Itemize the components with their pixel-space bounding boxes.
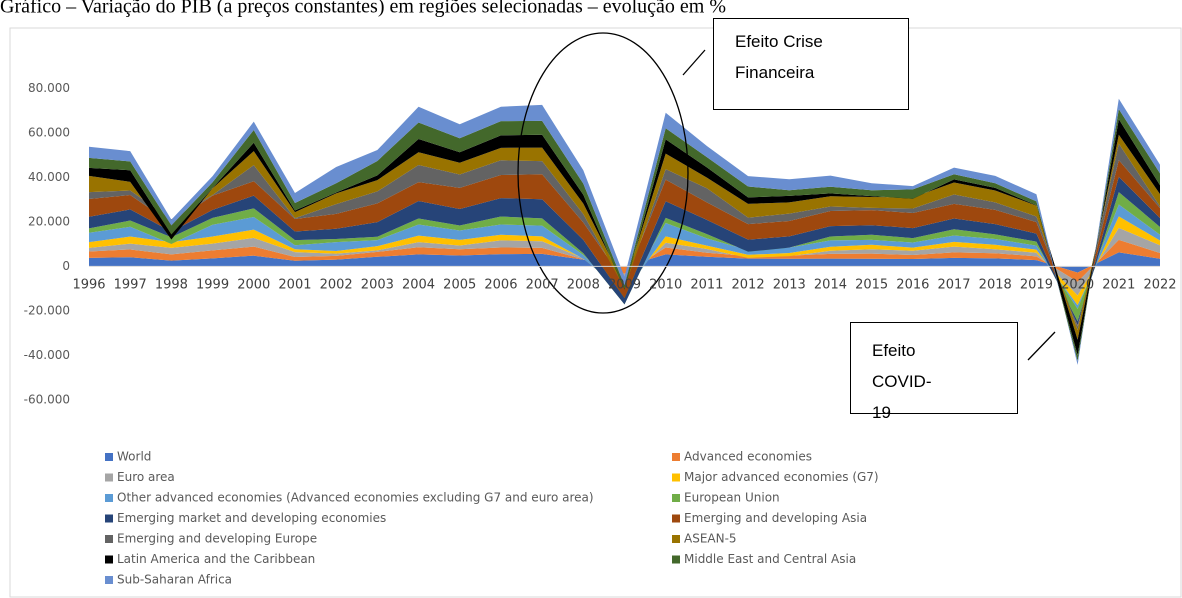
legend-label: Emerging market and developing economies <box>117 511 386 525</box>
legend-swatch <box>105 535 113 543</box>
legend-label: Major advanced economies (G7) <box>684 470 879 484</box>
legend-swatch <box>672 494 680 502</box>
plot-area <box>89 98 1160 365</box>
area <box>89 160 1160 327</box>
callout-line <box>682 49 706 76</box>
legend-label: Advanced economies <box>684 450 812 464</box>
y-tick-label: 60.000 <box>28 125 70 139</box>
legend-label: Latin America and the Caribbean <box>117 552 315 566</box>
x-tick-label: 2001 <box>278 278 311 293</box>
x-tick-label: 2008 <box>567 278 600 293</box>
area <box>89 239 1160 282</box>
x-tick-label: 2006 <box>484 278 517 293</box>
x-tick-label: 1996 <box>72 278 105 293</box>
legend-label: World <box>117 450 151 464</box>
x-tick-label: 2015 <box>855 278 888 293</box>
legend-swatch <box>105 453 113 461</box>
legend-label: European Union <box>684 491 780 505</box>
legend-label: ASEAN-5 <box>684 532 737 546</box>
legend-label: Other advanced economies (Advanced econo… <box>117 491 594 505</box>
x-tick-label: 2007 <box>526 278 559 293</box>
legend-swatch <box>672 473 680 482</box>
legend-label: Euro area <box>117 470 175 484</box>
x-tick-label: 2005 <box>443 278 476 293</box>
x-tick-label: 2021 <box>1102 278 1135 293</box>
legend-swatch <box>105 494 113 502</box>
x-tick-label: 2016 <box>896 278 929 293</box>
chart-title: Gráfico – Variação do PIB (a preços cons… <box>0 0 726 18</box>
x-tick-label: 2000 <box>237 278 270 293</box>
x-tick-label: 2004 <box>402 278 435 293</box>
x-tick-label: 1997 <box>114 278 147 293</box>
y-tick-label: 40.000 <box>28 170 70 184</box>
area <box>89 109 1160 362</box>
x-tick-label: 1999 <box>196 278 229 293</box>
chart-frame <box>9 27 1182 598</box>
highlight-ellipse <box>517 32 689 314</box>
y-tick-label: 20.000 <box>28 214 70 228</box>
legend-swatch <box>105 473 113 482</box>
legend-swatch <box>672 555 680 564</box>
annotation-box: Efeito Crise Financeira <box>713 18 909 110</box>
callout-line <box>1027 331 1056 361</box>
x-tick-label: 1998 <box>155 278 188 293</box>
x-tick-label: 2002 <box>320 278 353 293</box>
x-tick-label: 2012 <box>732 278 765 293</box>
area <box>89 98 1160 365</box>
x-tick-label: 2010 <box>649 278 682 293</box>
x-tick-label: 2003 <box>361 278 394 293</box>
legend-label: Middle East and Central Asia <box>684 552 856 566</box>
legend-label: Emerging and developing Europe <box>117 532 317 546</box>
area <box>89 252 1160 273</box>
legend-label: Emerging and developing Asia <box>684 511 867 525</box>
x-tick-label: 2014 <box>814 278 847 293</box>
annotation-box: Efeito COVID-19 <box>850 322 1018 422</box>
x-tick-label: 2011 <box>690 278 723 293</box>
y-tick-label: 80.000 <box>28 81 70 95</box>
legend-swatch <box>105 555 113 564</box>
x-tick-label: 2018 <box>979 278 1012 293</box>
x-tick-label: 2009 <box>608 278 641 293</box>
x-tick-label: 2013 <box>773 278 806 293</box>
y-tick-label: 0 <box>62 259 70 273</box>
legend-swatch <box>672 514 680 523</box>
y-tick-label: -40.000 <box>24 348 70 362</box>
legend-swatch <box>672 453 680 461</box>
x-tick-label: 2019 <box>1020 278 1053 293</box>
legend-swatch <box>672 535 680 543</box>
y-tick-label: -20.000 <box>24 303 70 317</box>
y-tick-label: -60.000 <box>24 392 70 406</box>
x-tick-label: 2017 <box>937 278 970 293</box>
legend-swatch <box>105 576 113 584</box>
x-tick-label: 2020 <box>1061 278 1094 293</box>
legend-swatch <box>105 514 113 523</box>
legend-label: Sub-Saharan Africa <box>117 573 232 587</box>
x-tick-label: 2022 <box>1143 278 1176 293</box>
